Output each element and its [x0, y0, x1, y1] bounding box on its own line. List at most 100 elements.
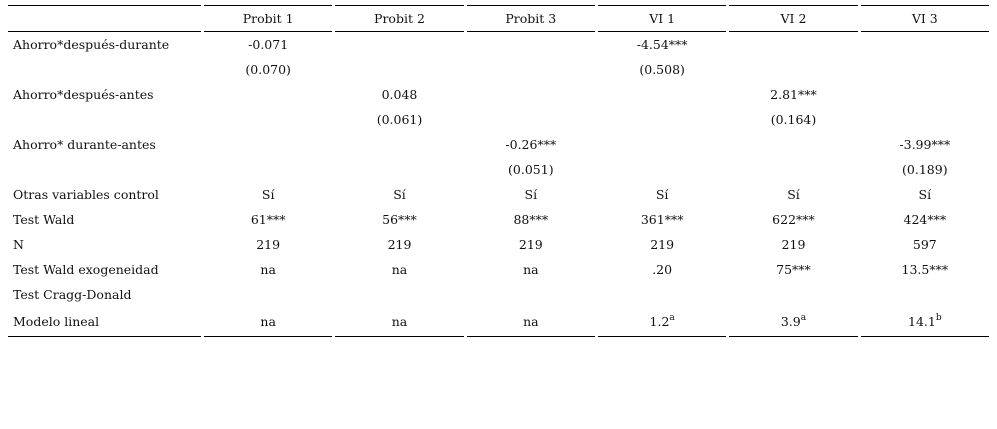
table-row: Ahorro* durante-antes -0.26*** -3.99*** — [8, 132, 989, 157]
regression-table: Probit 1 Probit 2 Probit 3 VI 1 VI 2 VI … — [5, 5, 992, 337]
table-cell — [729, 32, 857, 57]
table-cell — [729, 157, 857, 182]
table-cell: 361*** — [640, 212, 684, 227]
table-cell: 13.5*** — [901, 262, 949, 277]
table-cell — [861, 107, 989, 132]
table-cell: 3.9a — [729, 307, 858, 337]
table-cell: 219 — [387, 237, 412, 252]
table-cell: (0.189) — [902, 162, 948, 177]
cell-value: na — [391, 314, 408, 329]
table-row: Modelo lineal na na na 1.2a 3.9a 14.1b — [8, 307, 989, 337]
table-row: Test Wald exogeneidad na na na .20 75*** 13.5*… — [8, 257, 989, 282]
table-row: (0.051) (0.189) — [8, 157, 989, 182]
header-vi-1: VI 1 — [597, 5, 727, 32]
table-cell — [335, 157, 463, 182]
cell-value: 1.2 — [649, 314, 670, 329]
row-label: N — [13, 237, 24, 252]
table-cell — [729, 282, 857, 307]
row-label — [8, 57, 201, 82]
table-cell: na — [260, 262, 276, 277]
table-cell — [335, 57, 463, 82]
table-cell: Sí — [393, 187, 406, 202]
table-row: Ahorro*después-antes 0.048 2.81*** — [8, 82, 989, 107]
table-cell: 622*** — [772, 212, 815, 227]
table-cell: na — [523, 262, 539, 277]
table-cell: 219 — [256, 237, 281, 252]
footnote-marker: a — [669, 313, 675, 323]
table-row: Test Cragg-Donald — [8, 282, 989, 307]
table-cell — [467, 282, 595, 307]
row-label: Test Wald — [13, 212, 75, 227]
table-cell — [467, 57, 595, 82]
table-cell: Sí — [261, 187, 275, 202]
table-cell: na — [391, 262, 408, 277]
header-probit-1: Probit 1 — [204, 5, 333, 32]
table-cell: Sí — [655, 187, 669, 202]
table-cell — [204, 82, 332, 107]
table-row: (0.070) (0.508) — [8, 57, 989, 82]
cell-value: 14.1 — [908, 314, 936, 329]
table-cell — [598, 107, 726, 132]
table-cell: na — [335, 307, 464, 337]
table-cell — [335, 282, 463, 307]
table-cell — [335, 32, 463, 57]
table-cell — [204, 107, 332, 132]
table-cell — [204, 282, 332, 307]
table-row: Otras variables control Sí Sí Sí Sí Sí Sí — [8, 182, 989, 207]
row-label: Ahorro* durante-antes — [13, 137, 156, 152]
table-cell: na — [466, 307, 595, 337]
table-cell: (0.061) — [376, 112, 423, 127]
row-label: Modelo lineal — [8, 307, 201, 337]
row-label: Test Cragg-Donald — [13, 287, 132, 302]
table-row: Ahorro*después-durante -0.071 -4.54*** — [8, 32, 989, 57]
table-cell: -4.54*** — [636, 37, 688, 52]
table-cell: (0.164) — [770, 112, 817, 127]
row-label: Ahorro*después-antes — [13, 87, 154, 102]
table-cell: 88*** — [513, 212, 549, 227]
row-label: Test Wald exogeneidad — [13, 262, 159, 277]
table-cell — [467, 32, 595, 57]
table-cell — [729, 57, 857, 82]
table-cell: (0.070) — [245, 62, 291, 77]
footnote-marker: b — [935, 313, 942, 323]
table-cell — [729, 132, 857, 157]
table-cell: -3.99*** — [899, 137, 951, 152]
table-cell: 14.1b — [860, 307, 989, 337]
row-label: Otras variables control — [13, 187, 159, 202]
table-cell: 424*** — [903, 212, 947, 227]
table-cell — [861, 282, 989, 307]
table-cell: (0.508) — [639, 62, 685, 77]
header-vi-2: VI 2 — [729, 5, 858, 32]
table-row: Test Wald 61*** 56*** 88*** 361*** 622*** 424*… — [8, 207, 989, 232]
table-header: Probit 1 Probit 2 Probit 3 VI 1 VI 2 VI … — [8, 5, 989, 32]
table-cell — [204, 157, 332, 182]
table-cell — [598, 132, 726, 157]
cell-value: na — [260, 314, 276, 329]
table-cell — [598, 282, 726, 307]
table-cell: 56*** — [382, 212, 417, 227]
table-cell — [598, 157, 726, 182]
table-row: N 219 219 219 219 219 597 — [8, 232, 989, 257]
table-cell: 2.81*** — [770, 87, 817, 102]
table-cell: 61*** — [250, 212, 286, 227]
table-cell: 1.2a — [597, 307, 727, 337]
footnote-marker: a — [800, 313, 807, 323]
table-cell: Sí — [524, 187, 538, 202]
header-stub — [8, 5, 201, 32]
table-cell — [335, 132, 463, 157]
table-cell: (0.051) — [508, 162, 554, 177]
cell-value: na — [523, 314, 539, 329]
row-label — [8, 157, 201, 182]
header-probit-2: Probit 2 — [335, 5, 464, 32]
table-cell: 219 — [518, 237, 543, 252]
header-row: Probit 1 Probit 2 Probit 3 VI 1 VI 2 VI … — [8, 5, 989, 32]
table-cell: 0.048 — [381, 87, 418, 102]
table-cell: -0.26*** — [505, 137, 557, 152]
table-cell: Sí — [918, 187, 932, 202]
table-cell — [467, 107, 595, 132]
table-cell: 75*** — [776, 262, 811, 277]
table-body: Ahorro*después-durante -0.071 -4.54*** (0.0… — [8, 32, 989, 337]
table-cell: na — [204, 307, 333, 337]
table-cell: 597 — [912, 237, 937, 252]
table-cell — [861, 82, 989, 107]
